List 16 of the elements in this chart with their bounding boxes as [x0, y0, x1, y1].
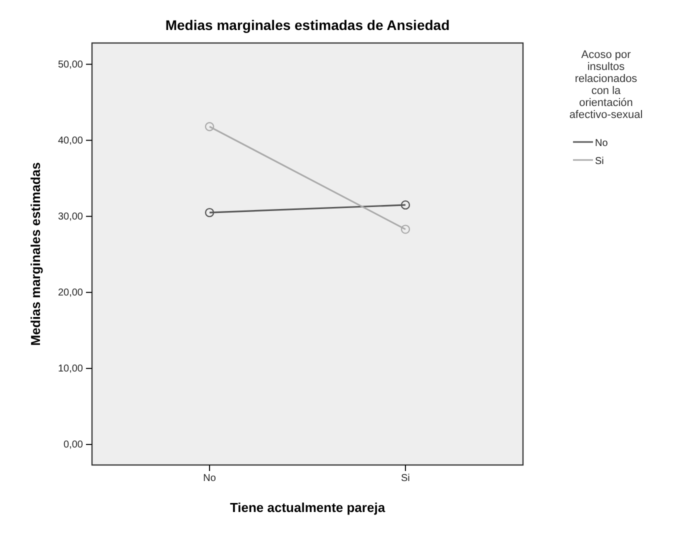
y-tick-label: 50,00 — [58, 59, 84, 70]
legend-label: Si — [595, 156, 604, 167]
chart-title: Medias marginales estimadas de Ansiedad — [165, 17, 450, 33]
y-axis-title: Medias marginales estimadas — [28, 162, 43, 346]
point — [204, 122, 214, 132]
point — [400, 200, 410, 210]
y-tick-label: 10,00 — [58, 364, 84, 375]
legend-title: Acoso por insultos relacionados con la orientación afectivo-sexual — [569, 49, 643, 121]
x-axis-title: Tiene actualmente pareja — [230, 500, 386, 515]
y-tick-label: 30,00 — [58, 212, 84, 223]
y-tick-label: 20,00 — [58, 288, 84, 299]
y-tick-label: 40,00 — [58, 136, 84, 147]
legend-label: No — [595, 138, 608, 149]
point — [204, 208, 214, 218]
y-tick-label: 0,00 — [64, 440, 84, 451]
point — [400, 224, 410, 234]
